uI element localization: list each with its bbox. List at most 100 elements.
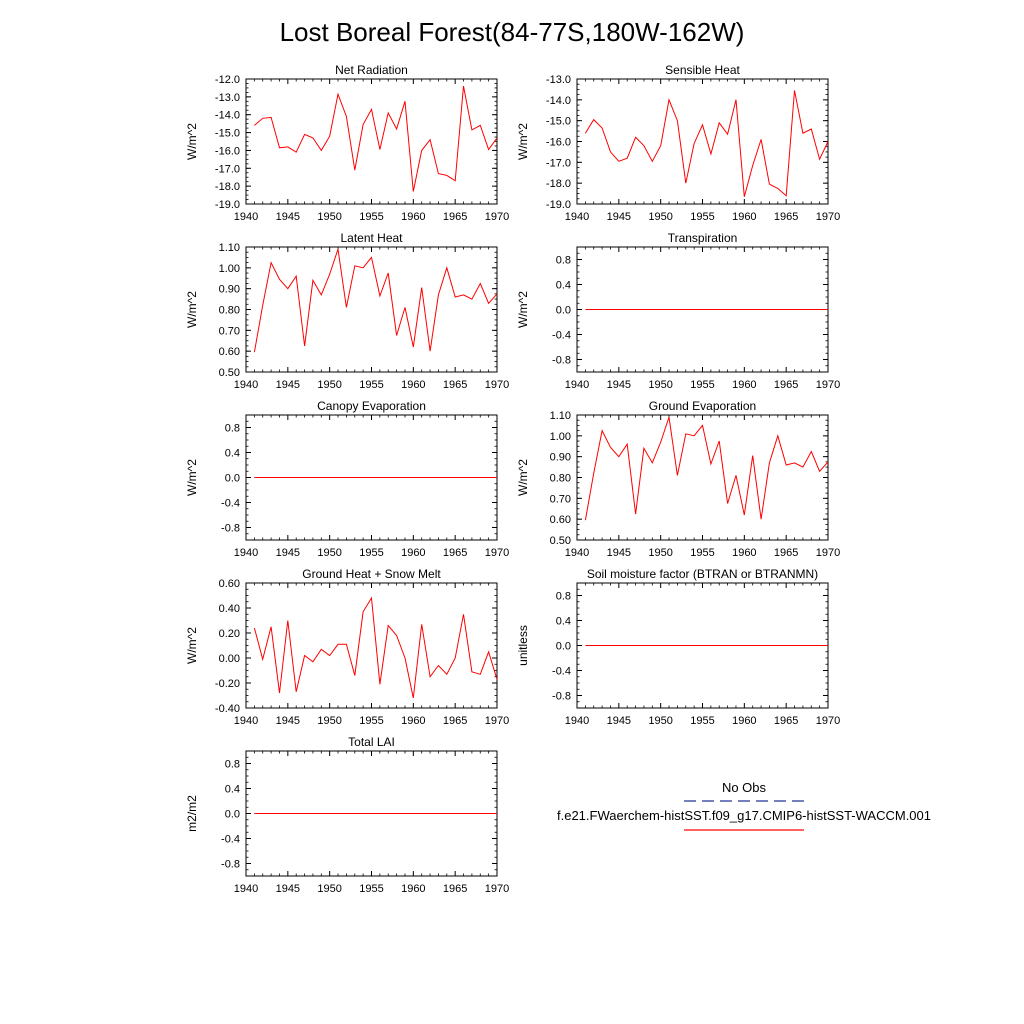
y-tick-label: 0.80 — [219, 305, 240, 317]
y-tick-label: 1.10 — [219, 242, 240, 254]
x-tick-label: 1950 — [648, 379, 672, 391]
y-tick-label: -0.8 — [221, 859, 240, 871]
y-tick-label: 0.50 — [550, 535, 571, 547]
x-tick-label: 1955 — [690, 211, 714, 223]
y-tick-label: -18.0 — [546, 178, 571, 190]
x-tick-label: 1960 — [401, 547, 425, 559]
y-tick-label: 0.60 — [550, 514, 571, 526]
panel-4: Transpiration W/m^2 1940 1945 1950 1955 1960 19… — [516, 231, 840, 391]
y-tick-label: -14.0 — [215, 110, 240, 122]
panel-title: Canopy Evaporation — [317, 399, 426, 413]
figure-title: Lost Boreal Forest(84-77S,180W-162W) — [280, 17, 745, 47]
x-tick-label: 1945 — [607, 715, 631, 727]
series-line — [584, 416, 829, 521]
x-tick-label: 1950 — [317, 547, 341, 559]
x-tick-label: 1955 — [359, 547, 383, 559]
x-tick-label: 1950 — [648, 211, 672, 223]
x-tick-label: 1945 — [607, 547, 631, 559]
x-tick-label: 1955 — [359, 715, 383, 727]
y-axis-label: W/m^2 — [185, 627, 199, 664]
x-tick-label: 1965 — [443, 547, 467, 559]
x-tick-label: 1970 — [485, 883, 509, 895]
y-tick-label: 0.00 — [219, 653, 240, 665]
y-tick-label: -13.0 — [215, 92, 240, 104]
x-tick-label: 1970 — [816, 715, 840, 727]
y-axis-label: W/m^2 — [516, 291, 530, 328]
y-axis-label: W/m^2 — [516, 459, 530, 496]
x-tick-label: 1940 — [565, 211, 589, 223]
panel-3: Latent Heat W/m^2 1940 1945 1950 1955 1960 1965… — [185, 231, 509, 391]
y-tick-label: 0.20 — [219, 628, 240, 640]
x-tick-label: 1970 — [485, 211, 509, 223]
y-tick-label: 0.0 — [225, 809, 240, 821]
panel-1: Net Radiation W/m^2 1940 1945 1950 1955 1960 19… — [185, 63, 509, 223]
y-tick-label: 0.8 — [225, 423, 240, 435]
x-tick-label: 1945 — [276, 715, 300, 727]
x-tick-label: 1960 — [401, 715, 425, 727]
x-tick-label: 1950 — [317, 211, 341, 223]
x-tick-label: 1960 — [732, 547, 756, 559]
y-tick-label: 0.60 — [219, 346, 240, 358]
y-axis-label: W/m^2 — [185, 291, 199, 328]
y-tick-label: -0.4 — [552, 666, 571, 678]
x-tick-label: 1940 — [565, 379, 589, 391]
y-axis-label: W/m^2 — [185, 459, 199, 496]
x-tick-label: 1940 — [234, 715, 258, 727]
y-tick-label: 0.90 — [219, 284, 240, 296]
x-tick-label: 1965 — [443, 883, 467, 895]
y-tick-label: -15.0 — [546, 116, 571, 128]
x-tick-label: 1960 — [732, 715, 756, 727]
x-tick-label: 1940 — [234, 211, 258, 223]
plot-frame — [245, 78, 498, 205]
x-tick-label: 1970 — [816, 379, 840, 391]
x-tick-label: 1950 — [317, 715, 341, 727]
x-tick-label: 1940 — [234, 379, 258, 391]
x-tick-label: 1945 — [276, 379, 300, 391]
x-tick-label: 1970 — [816, 211, 840, 223]
y-tick-label: 0.70 — [550, 493, 571, 505]
legend: No Obs f.e21.FWaerchem-histSST.f09_g17.C… — [557, 780, 931, 831]
x-tick-label: 1950 — [648, 715, 672, 727]
y-tick-label: -18.0 — [215, 181, 240, 193]
x-tick-label: 1970 — [485, 715, 509, 727]
panel-9: Total LAI m2/m2 1940 1945 1950 1955 1960 1965 19… — [185, 735, 509, 895]
y-tick-label: 0.8 — [556, 255, 571, 267]
x-tick-label: 1965 — [774, 211, 798, 223]
y-tick-label: 0.0 — [225, 473, 240, 485]
panel-title: Ground Evaporation — [649, 399, 756, 413]
x-tick-label: 1945 — [276, 547, 300, 559]
panel-title: Transpiration — [668, 231, 738, 245]
y-tick-label: 0.4 — [225, 784, 240, 796]
legend-entry-obs-label: No Obs — [722, 780, 767, 795]
x-tick-label: 1960 — [732, 211, 756, 223]
plot-frame — [245, 246, 498, 373]
panel-5: Canopy Evaporation W/m^2 1940 1945 1950 1955 1… — [185, 399, 509, 559]
y-tick-label: -16.0 — [546, 137, 571, 149]
y-tick-label: -0.8 — [552, 355, 571, 367]
y-tick-label: -0.20 — [215, 678, 240, 690]
x-tick-label: 1945 — [607, 379, 631, 391]
y-tick-label: 1.00 — [219, 263, 240, 275]
y-tick-label: 0.8 — [556, 591, 571, 603]
y-tick-label: 0.70 — [219, 325, 240, 337]
y-tick-label: -15.0 — [215, 128, 240, 140]
y-tick-label: -0.4 — [552, 330, 571, 342]
x-tick-label: 1970 — [485, 379, 509, 391]
x-tick-label: 1965 — [443, 379, 467, 391]
x-tick-label: 1940 — [565, 715, 589, 727]
y-tick-label: 0.0 — [556, 305, 571, 317]
panel-title: Soil moisture factor (BTRAN or BTRANMN) — [587, 567, 818, 581]
panel-7: Ground Heat + Snow Melt W/m^2 1940 1945 1950… — [185, 567, 509, 727]
panel-2: Sensible Heat W/m^2 1940 1945 1950 1955 1960 19… — [516, 63, 840, 223]
x-tick-label: 1960 — [401, 379, 425, 391]
x-tick-label: 1955 — [359, 211, 383, 223]
x-tick-label: 1955 — [690, 547, 714, 559]
y-tick-label: -0.4 — [221, 498, 240, 510]
y-axis-label: m2/m2 — [185, 795, 199, 832]
y-tick-label: -16.0 — [215, 145, 240, 157]
panel-title: Ground Heat + Snow Melt — [302, 567, 441, 581]
panel-title: Latent Heat — [340, 231, 403, 245]
panel-title: Net Radiation — [335, 63, 408, 77]
x-tick-label: 1960 — [732, 379, 756, 391]
